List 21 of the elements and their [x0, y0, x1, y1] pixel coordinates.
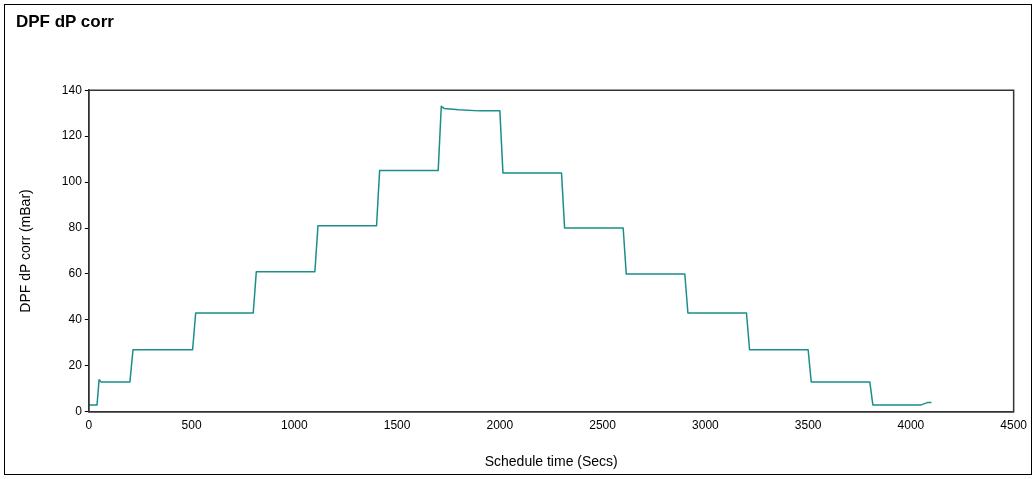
- y-tick-label: 100: [61, 174, 83, 189]
- y-tick-label: 40: [68, 312, 83, 327]
- y-tick-label: 0: [75, 404, 83, 419]
- x-tick-label: 500: [181, 418, 202, 433]
- x-tick-label: 0: [85, 418, 93, 433]
- x-tick-label: 3000: [692, 418, 720, 433]
- x-tick-label: 1000: [280, 418, 309, 433]
- y-tick-label: 60: [68, 266, 83, 281]
- chart-title: DPF dP corr: [16, 12, 114, 32]
- x-tick-label: 2500: [589, 418, 617, 433]
- x-tick-label: 3500: [794, 418, 822, 433]
- y-tick-label: 120: [61, 128, 83, 143]
- x-tick-label: 4000: [897, 418, 925, 433]
- y-axis-title: DPF dP corr (mBar): [17, 189, 34, 313]
- x-tick-label: 2000: [486, 418, 514, 433]
- x-axis-title: Schedule time (Secs): [484, 453, 618, 470]
- y-tick-label: 140: [61, 82, 83, 97]
- y-tick-label: 20: [68, 358, 83, 373]
- x-tick-label: 4500: [1000, 418, 1028, 433]
- y-tick-label: 80: [68, 220, 83, 235]
- x-tick-label: 1500: [383, 418, 411, 433]
